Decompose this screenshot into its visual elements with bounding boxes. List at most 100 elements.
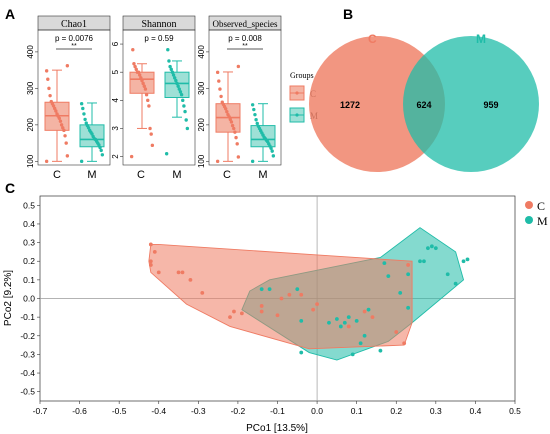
data-point-c bbox=[217, 79, 221, 83]
data-point-m bbox=[271, 154, 276, 158]
y-tick-label: 0.5 bbox=[23, 200, 35, 210]
data-point-c bbox=[228, 117, 232, 122]
data-point-c bbox=[140, 78, 144, 83]
facet-frame bbox=[208, 29, 282, 166]
data-point-c bbox=[133, 64, 137, 69]
sample-point-c bbox=[275, 313, 280, 318]
sample-point-m bbox=[378, 348, 383, 353]
y-tick-label: -0.4 bbox=[20, 368, 35, 378]
data-point-m bbox=[253, 112, 257, 117]
y-tick-label: -0.3 bbox=[20, 349, 35, 359]
data-point-c bbox=[129, 154, 134, 159]
sample-point-c bbox=[148, 263, 153, 267]
y-tick-label: 400 bbox=[26, 45, 35, 59]
facet-frame bbox=[37, 29, 111, 166]
sample-point-c bbox=[370, 315, 375, 320]
facet-frame bbox=[122, 29, 196, 166]
data-point-m bbox=[250, 159, 255, 164]
data-point-c bbox=[142, 84, 146, 88]
sample-point-m bbox=[465, 257, 470, 262]
data-point-c bbox=[44, 69, 49, 73]
sample-point-m bbox=[382, 261, 387, 265]
data-point-m bbox=[254, 118, 258, 122]
x-tick-label: -0.1 bbox=[270, 406, 285, 416]
sample-point-m bbox=[429, 244, 434, 249]
data-point-c bbox=[149, 132, 153, 136]
data-point-m bbox=[179, 92, 184, 97]
pcoa-legend: C M bbox=[525, 199, 548, 228]
sample-point-m bbox=[453, 281, 458, 286]
p-value-annotation: p = 0.59 bbox=[144, 34, 174, 43]
data-point-c bbox=[46, 77, 50, 81]
data-point-m bbox=[83, 117, 87, 122]
sample-point-m bbox=[327, 320, 331, 325]
data-point-c bbox=[62, 128, 66, 133]
venn-set-label-m: M bbox=[476, 32, 486, 46]
x-tick-label: 0.2 bbox=[390, 406, 402, 416]
x-category-label: C bbox=[53, 169, 61, 181]
sample-point-m bbox=[433, 246, 438, 251]
pcoa-plot: PCo1 [13.5%] PCo2 [9.2%] C M bbox=[3, 195, 548, 434]
sample-point-c bbox=[287, 292, 292, 297]
legend-title: Groups bbox=[290, 71, 314, 80]
data-point-m bbox=[88, 128, 92, 133]
data-point-m bbox=[250, 103, 255, 107]
sample-point-m bbox=[295, 287, 300, 292]
panel-label-c: C bbox=[5, 180, 15, 196]
facet-title: Shannon bbox=[142, 19, 177, 30]
x-category-label: M bbox=[172, 169, 181, 181]
data-point-c bbox=[58, 119, 63, 123]
x-tick-label: -0.3 bbox=[191, 406, 206, 416]
venn-set-label-c: C bbox=[368, 32, 377, 46]
legend-entry-c: C bbox=[537, 199, 545, 213]
data-point-m bbox=[185, 126, 190, 131]
sample-point-m bbox=[386, 274, 391, 279]
y-tick-label: -0.5 bbox=[20, 387, 35, 397]
x-category-label: C bbox=[223, 169, 231, 181]
data-point-c bbox=[47, 86, 51, 91]
data-point-c bbox=[134, 67, 138, 72]
y-tick-label: 100 bbox=[197, 154, 206, 168]
data-point-m bbox=[173, 76, 177, 80]
legend-dot-m bbox=[525, 216, 533, 224]
data-point-c bbox=[55, 112, 59, 116]
facet-observed-species: Observed_species p = 0.008 ** 100 200 30… bbox=[197, 15, 282, 181]
facet-chao1: Chao1 p = 0.0076 ** 100 200 300 400 C M bbox=[26, 15, 111, 181]
data-point-m bbox=[164, 152, 169, 156]
x-tick-label: -0.6 bbox=[72, 406, 87, 416]
venn-count-shared: 624 bbox=[416, 100, 431, 110]
data-point-m bbox=[85, 123, 90, 128]
data-point-m bbox=[176, 84, 180, 88]
facet-shannon: Shannon p = 0.59 2 3 4 5 6 C M bbox=[111, 15, 196, 181]
data-point-c bbox=[219, 94, 223, 99]
y-tick-label: -0.2 bbox=[20, 331, 35, 341]
y-tick-label: 4 bbox=[111, 98, 120, 103]
panel-label-a: A bbox=[5, 6, 15, 22]
data-point-c bbox=[54, 109, 58, 113]
y-tick-label: 300 bbox=[26, 81, 35, 95]
data-point-m bbox=[79, 102, 84, 106]
data-point-m bbox=[166, 47, 170, 52]
sample-point-m bbox=[299, 350, 304, 355]
data-point-m bbox=[84, 121, 88, 125]
data-point-c bbox=[131, 47, 135, 52]
data-point-c bbox=[143, 87, 148, 91]
data-point-c bbox=[141, 81, 145, 86]
data-point-c bbox=[63, 134, 67, 138]
sample-point-m bbox=[422, 259, 426, 264]
data-point-m bbox=[167, 59, 171, 63]
sample-point-c bbox=[279, 296, 284, 301]
sample-point-c bbox=[228, 315, 232, 320]
x-tick-label: 0.4 bbox=[470, 406, 482, 416]
venn-count-only-m: 959 bbox=[483, 100, 498, 110]
sample-point-c bbox=[200, 291, 205, 295]
sample-point-m bbox=[346, 315, 351, 320]
sample-point-m bbox=[354, 318, 359, 323]
significance-stars: ** bbox=[71, 43, 77, 50]
data-point-m bbox=[169, 67, 173, 72]
x-tick-label: -0.4 bbox=[151, 406, 166, 416]
panel-label-b: B bbox=[343, 6, 353, 22]
y-tick-label: 0.1 bbox=[23, 275, 35, 285]
venn-circle-c bbox=[309, 36, 445, 172]
data-point-c bbox=[61, 126, 65, 130]
